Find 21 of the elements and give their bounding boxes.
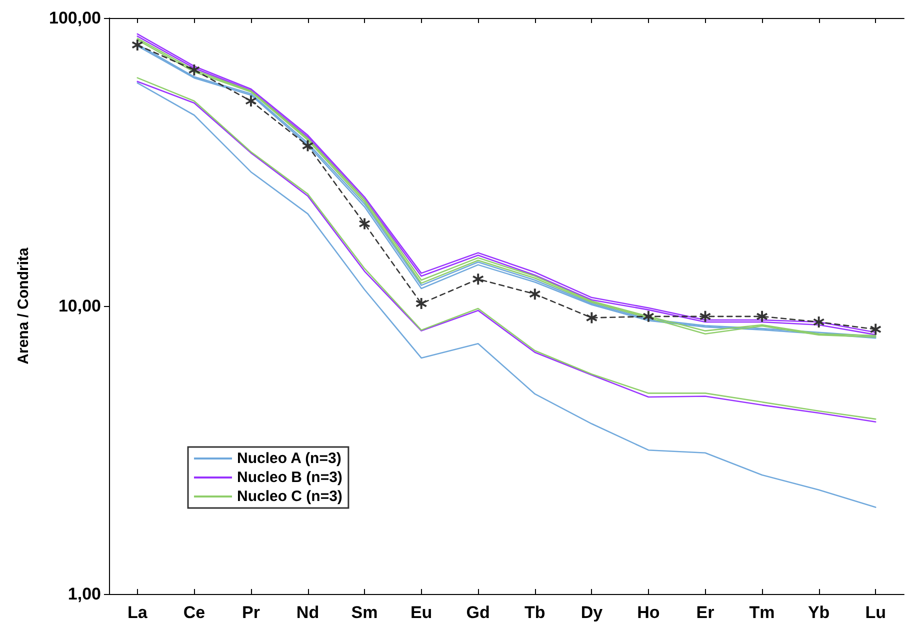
y-tick-label: 100,00	[49, 8, 101, 28]
x-tick-label: Eu	[410, 603, 432, 622]
x-tick-label: Er	[696, 603, 715, 622]
x-tick-label: La	[127, 603, 148, 622]
legend-label: Nucleo C (n=3)	[237, 488, 342, 505]
x-tick-label: Dy	[580, 603, 604, 622]
x-tick-label: Gd	[466, 603, 490, 622]
legend-label: Nucleo A (n=3)	[237, 450, 342, 467]
x-tick-label: Ho	[637, 603, 660, 622]
x-tick-label: Yb	[808, 603, 830, 622]
x-tick-label: Sm	[351, 603, 378, 622]
x-tick-label: Ce	[183, 603, 206, 622]
x-tick-label: Tb	[524, 603, 546, 622]
y-tick-label: 10,00	[58, 296, 101, 316]
x-tick-label: Nd	[296, 603, 320, 622]
x-tick-label: Pr	[242, 603, 260, 622]
x-tick-label: Tm	[749, 603, 775, 622]
x-tick-label: Lu	[865, 603, 886, 622]
legend-label: Nucleo B (n=3)	[237, 469, 342, 486]
y-tick-label: 1,00	[68, 584, 101, 604]
y-axis-title: Arena / Condrita	[15, 247, 32, 364]
